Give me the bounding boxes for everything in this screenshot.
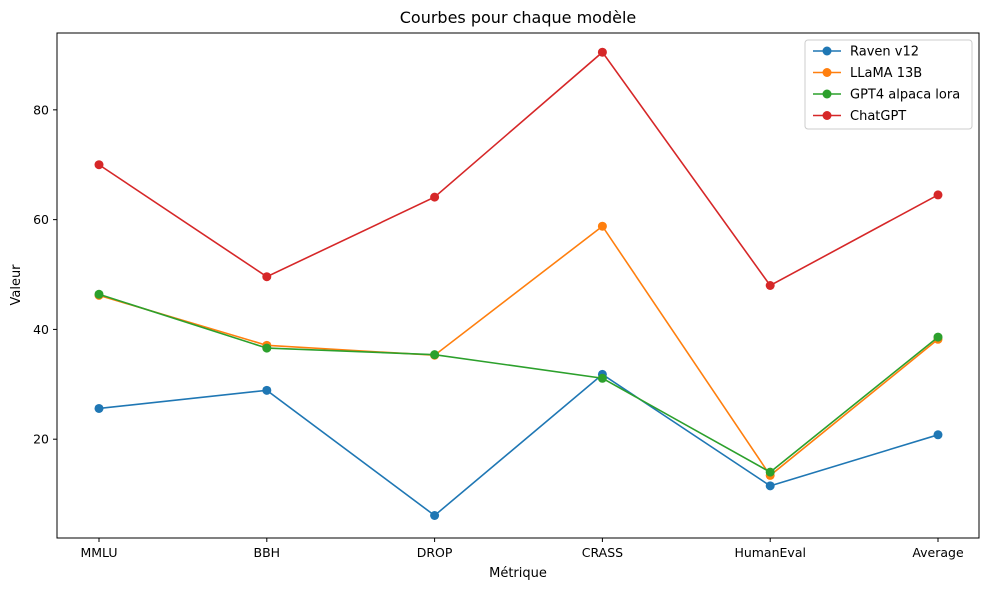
- x-tick-label: MMLU: [80, 545, 117, 560]
- x-tick-label: HumanEval: [734, 545, 806, 560]
- legend: Raven v12 LLaMA 13B GPT4 alpaca lora ChatGP…: [804, 39, 973, 130]
- series-layer: [94, 47, 943, 520]
- y-axis-label: Valeur: [9, 264, 24, 306]
- legend-marker: [822, 111, 832, 120]
- legend-marker: [822, 68, 832, 77]
- plot-area-frame: [56, 32, 980, 539]
- data-point: [765, 281, 775, 290]
- data-point: [430, 350, 440, 360]
- series-line: [98, 293, 939, 474]
- y-axis: 20 40 60 80: [33, 102, 57, 447]
- x-tick-label: BBH: [254, 545, 281, 560]
- legend-marker: [822, 46, 832, 56]
- series-gpt4-alpaca-lora: [94, 289, 943, 477]
- y-tick-label: 60: [33, 212, 49, 227]
- series-raven-v12: [94, 369, 943, 520]
- legend-item: Raven v12: [813, 45, 919, 60]
- data-point: [597, 221, 607, 231]
- x-tick-label: CRASS: [582, 545, 623, 560]
- data-point: [262, 343, 272, 353]
- legend-box: [804, 39, 973, 130]
- x-axis: MMLU BBH DROP CRASS HumanEval Average: [80, 538, 964, 560]
- series-line: [98, 373, 939, 517]
- series-line: [98, 51, 939, 287]
- legend-label: ChatGPT: [850, 109, 906, 124]
- data-point: [933, 332, 943, 342]
- y-tick-label: 20: [33, 432, 49, 447]
- series-chatgpt: [94, 47, 943, 290]
- data-point: [597, 47, 607, 57]
- legend-marker: [822, 89, 832, 99]
- data-point: [430, 510, 440, 520]
- legend-item: LLaMA 13B: [813, 66, 922, 81]
- data-point: [430, 192, 440, 202]
- y-tick-label: 80: [33, 102, 49, 117]
- legend-item: ChatGPT: [813, 109, 906, 124]
- x-axis-label: Métrique: [489, 566, 547, 581]
- data-point: [94, 403, 104, 413]
- x-tick-label: Average: [912, 545, 964, 560]
- series-line: [98, 225, 939, 477]
- legend-label: LLaMA 13B: [850, 66, 922, 81]
- legend-label: Raven v12: [850, 45, 919, 60]
- data-point: [94, 160, 104, 170]
- data-point: [765, 481, 775, 491]
- data-point: [262, 272, 272, 282]
- legend-item: GPT4 alpaca lora: [813, 88, 960, 103]
- data-point: [765, 467, 775, 477]
- data-point: [933, 190, 943, 200]
- data-point: [94, 289, 104, 299]
- y-tick-label: 40: [33, 322, 49, 337]
- chart-title: Courbes pour chaque modèle: [400, 8, 636, 27]
- legend-label: GPT4 alpaca lora: [850, 88, 960, 103]
- data-point: [262, 385, 272, 395]
- data-point: [597, 373, 607, 383]
- x-tick-label: DROP: [417, 545, 453, 560]
- data-point: [933, 430, 943, 440]
